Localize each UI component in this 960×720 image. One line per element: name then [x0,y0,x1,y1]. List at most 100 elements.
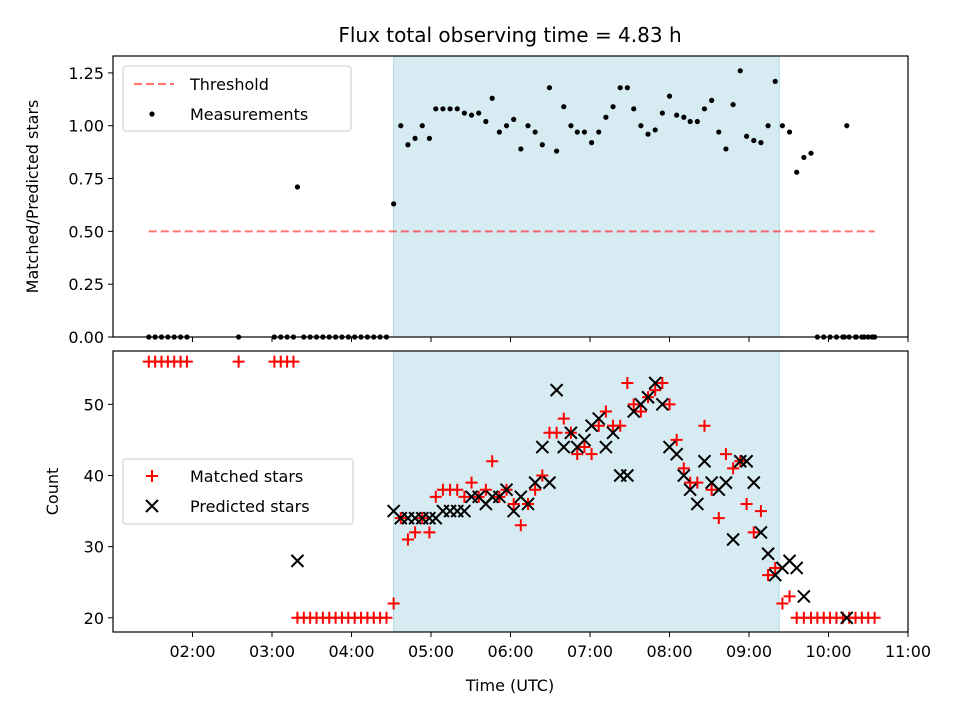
matched-star-point [180,355,193,368]
x-tick-label: 07:00 [567,642,613,661]
matched-star-point [423,526,436,539]
matched-star-point [571,448,584,461]
measurement-point [659,110,665,116]
predicted-star-point [557,440,571,454]
predicted-star-point [669,447,684,461]
matched-star-point [747,526,760,539]
predicted-star-point [726,532,740,547]
measurement-point [645,131,651,137]
x-tick-label: 04:00 [328,642,374,661]
matched-star-point [550,426,563,439]
top-y-ticks: 0.00 0.25 0.50 0.75 1.00 1.25 [68,64,113,347]
top-axes-frame [112,55,909,338]
matched-star-point [649,384,662,397]
y-tick-label: 0.75 [68,170,104,189]
legend-matched-swatch [146,470,158,482]
predicted-star-point [290,554,305,568]
predicted-star-point [620,468,635,483]
measurement-point [631,106,637,112]
measurement-point [398,123,404,129]
measurement-point [405,142,411,148]
bottom-y-axis-label: Count [43,468,62,516]
matched-star-point [727,462,740,475]
measurement-point [596,129,602,135]
bottom-x-ticks: 02:00 03:00 04:00 05:00 06:00 07:00 08:00 09:00… [169,632,931,661]
matched-star-point [621,377,634,390]
predicted-star-point [422,511,437,525]
measurement-point [391,201,397,207]
matched-star-point [232,355,245,368]
predicted-star-point [690,497,705,511]
measurement-point [503,123,510,129]
y-tick-label: 0.50 [68,222,104,241]
top-x-ticks [192,337,909,342]
x-tick-label: 11:00 [885,642,931,661]
bottom-axes-frame [112,350,909,633]
predicted-star-point [733,454,747,468]
measurement-point [716,129,722,135]
measurement-point [694,118,700,125]
predicted-star-point [506,504,521,518]
predicted-star-point [683,483,697,497]
measurement-point [433,106,439,112]
matched-star-point [409,526,422,539]
measurement-point [496,129,502,135]
measurement-point [801,154,807,161]
x-tick-label: 10:00 [805,642,851,661]
measurement-point [426,135,433,141]
matched-star-point [514,519,527,532]
measurement-point [532,129,538,135]
predicted-star-point [592,411,606,426]
predicted-star-point [606,426,620,440]
matched-star-point [670,433,683,446]
y-tick-label: 1.00 [68,117,104,136]
y-tick-label: 0.00 [68,328,104,347]
matched-star-point [663,398,676,411]
matched-star-points [142,355,881,624]
measurement-point [674,112,680,118]
measurement-point [794,169,800,175]
matched-star-point [401,533,414,546]
measurement-point [730,101,736,108]
x-axis-label: Time (UTC) [465,676,554,695]
matched-star-point [677,462,690,475]
measurement-point [588,140,595,146]
x-tick-label: 05:00 [408,642,454,661]
predicted-star-point [521,497,535,511]
predicted-star-point [542,475,557,490]
measurement-point [440,106,446,112]
measurement-point [617,85,623,91]
predicted-star-point [747,475,761,490]
top-legend-box [122,65,352,132]
matched-star-point [557,412,570,425]
predicted-star-point [739,454,754,468]
matched-star-point [599,405,612,418]
predicted-star-point [648,376,662,390]
measurement-point [419,123,425,129]
measurement-point [681,114,687,120]
y-tick-label: 40 [84,466,104,485]
measurement-point [468,112,475,118]
matched-star-point [762,569,775,582]
measurement-point [744,133,750,139]
measurement-point [294,184,301,190]
matched-star-point [451,483,464,496]
matched-star-point [380,611,393,624]
legend-predicted-swatch [145,499,159,513]
matched-star-point [627,398,640,411]
measurement-point [412,135,418,141]
measurement-point [624,85,630,91]
measurement-point [687,118,693,125]
matched-star-point [458,490,471,503]
measurement-point [772,78,778,84]
y-tick-label: 20 [84,609,104,628]
matched-star-point [465,476,478,489]
measurement-point [652,127,658,133]
measurement-point [483,118,489,125]
chart-title: Flux total observing time = 4.83 h [338,23,681,47]
x-tick-label: 06:00 [487,642,533,661]
measurement-point [489,95,495,101]
matched-star-point [634,405,647,418]
